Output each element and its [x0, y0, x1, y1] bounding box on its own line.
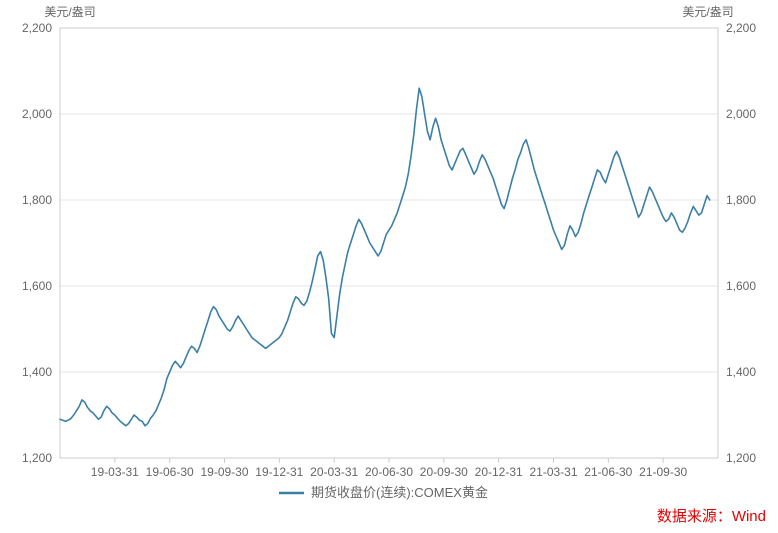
y-tick-label-left: 1,600	[22, 279, 52, 293]
y-tick-label-right: 2,200	[726, 21, 756, 35]
y-tick-label-left: 2,200	[22, 21, 52, 35]
x-tick-label: 19-09-30	[200, 465, 248, 479]
x-tick-label: 21-06-30	[584, 465, 632, 479]
chart-background	[0, 0, 778, 533]
x-tick-label: 21-03-31	[529, 465, 577, 479]
y-tick-label-right: 1,200	[726, 451, 756, 465]
y-unit-right: 美元/盎司	[682, 5, 733, 19]
x-tick-label: 19-06-30	[146, 465, 194, 479]
y-unit-left: 美元/盎司	[44, 5, 95, 19]
y-tick-label-right: 1,800	[726, 193, 756, 207]
legend-label: 期货收盘价(连续):COMEX黄金	[311, 485, 488, 500]
y-tick-label-left: 1,400	[22, 365, 52, 379]
x-tick-label: 20-12-31	[475, 465, 523, 479]
x-tick-label: 20-03-31	[310, 465, 358, 479]
x-tick-label: 20-09-30	[420, 465, 468, 479]
x-tick-label: 21-09-30	[639, 465, 687, 479]
x-tick-label: 20-06-30	[365, 465, 413, 479]
data-source: 数据来源：Wind	[657, 508, 766, 525]
y-tick-label-left: 2,000	[22, 107, 52, 121]
x-tick-label: 19-12-31	[255, 465, 303, 479]
y-tick-label-left: 1,200	[22, 451, 52, 465]
chart-container: 1,200 1,200 1,400 1,400 1,600 1,600 1,800 1,800…	[0, 0, 778, 533]
x-tick-label: 19-03-31	[91, 465, 139, 479]
y-tick-label-right: 1,400	[726, 365, 756, 379]
y-tick-label-right: 2,000	[726, 107, 756, 121]
y-tick-label-right: 1,600	[726, 279, 756, 293]
y-tick-label-left: 1,800	[22, 193, 52, 207]
